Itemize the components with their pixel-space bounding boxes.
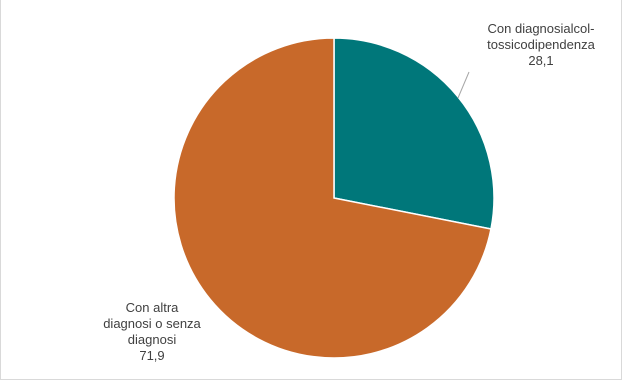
- data-label-value: 28,1: [528, 53, 554, 68]
- data-label-line: diagnosi o senza: [103, 316, 201, 331]
- data-label-value: 71,9: [139, 348, 165, 363]
- pie-slice-other-diagnosis: [173, 37, 492, 359]
- data-label-line: diagnosi: [127, 332, 177, 347]
- data-label-line: Con diagnosialcol-: [487, 21, 595, 36]
- data-label-alcohol-addiction: Con diagnosialcol- tossicodipendenza 28,…: [471, 21, 611, 69]
- data-label-line: Con altra: [125, 300, 179, 315]
- pie-slice-alcohol-addiction: [333, 37, 495, 230]
- data-label-line: tossicodipendenza: [487, 37, 595, 52]
- data-label-other-diagnosis: Con altra diagnosi o senza diagnosi 71,9: [87, 300, 217, 364]
- leader-line: [457, 71, 470, 99]
